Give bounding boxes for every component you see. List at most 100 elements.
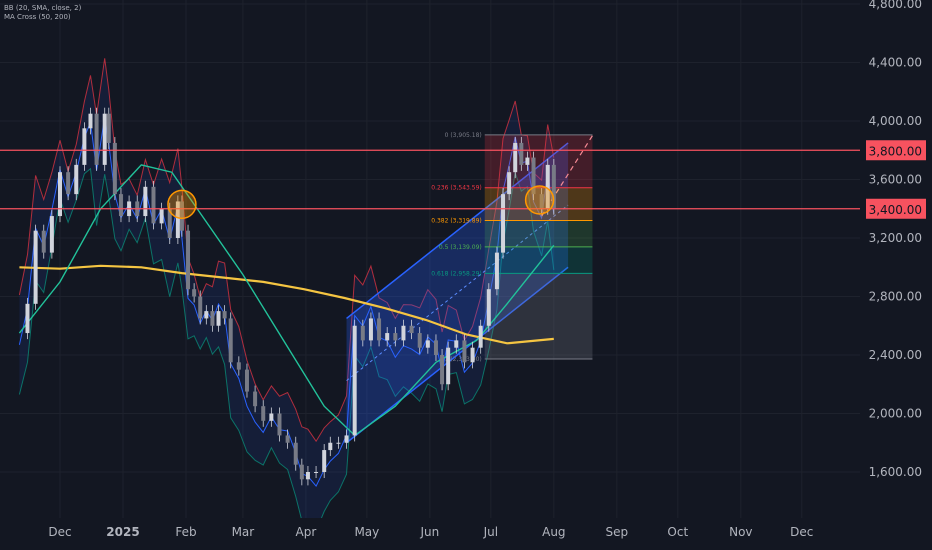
candle-body (507, 172, 512, 195)
candle-body (401, 325, 406, 341)
bb-upper (18, 58, 555, 443)
level-badge (866, 140, 926, 161)
candle-body (545, 164, 550, 209)
candle-body (409, 325, 414, 334)
channel-fill (346, 142, 569, 443)
y-tick-label: 2,000.00 (869, 407, 922, 421)
bb-fill (19, 58, 554, 518)
candle-body (236, 362, 241, 370)
x-tick-label: Apr (296, 525, 317, 539)
candle-body (462, 340, 467, 363)
candle-body (433, 340, 438, 355)
candle-body (486, 289, 491, 326)
candle-body (478, 325, 483, 348)
level-badge-label: 3,400.00 (869, 203, 922, 217)
candle-body (525, 157, 530, 165)
candle-body (425, 340, 430, 348)
candle-body (293, 442, 298, 465)
candle-body (328, 442, 333, 451)
candle-body (551, 164, 556, 209)
candle-body (393, 333, 398, 341)
candle-body (539, 194, 544, 209)
trend-channel (346, 135, 593, 444)
fib-zone (484, 273, 593, 359)
highlight-circle (524, 185, 555, 215)
price-series (25, 107, 556, 486)
candle-body (244, 369, 249, 392)
candle-body (175, 201, 180, 238)
candle-body (179, 201, 184, 231)
y-tick-label: 3,200.00 (869, 231, 922, 245)
x-tick-label: Feb (175, 525, 196, 539)
indicator-legend: BB (20, SMA, close, 2) MA Cross (50, 200… (4, 4, 81, 22)
x-tick-label: Jul (483, 525, 498, 539)
price-axis: 4,800.00 4,400.00 4,000.00 3,600.00 3,200.00… (866, 0, 926, 479)
candle-body (269, 413, 274, 421)
x-tick-label: Sep (606, 525, 629, 539)
y-tick-label: 4,800.00 (869, 0, 922, 11)
projection-line (541, 135, 593, 217)
bb-basis (18, 116, 555, 488)
y-tick-label: 1,600.00 (869, 465, 922, 479)
time-axis: Dec 2025 Feb Mar Apr May Jun Jul Aug Sep Oct Nov Dec (48, 525, 813, 539)
candle-body (322, 450, 327, 472)
y-tick-label: 2,800.00 (869, 290, 922, 304)
candle-body (151, 186, 156, 224)
fib-zone (484, 246, 593, 274)
candle-body (454, 340, 459, 348)
candle-body (102, 113, 107, 165)
resistance-lines (0, 149, 860, 210)
x-tick-label: Mar (232, 525, 255, 539)
legend-bb[interactable]: BB (20, SMA, close, 2) (4, 4, 82, 12)
candle-body (118, 194, 123, 217)
candle-body (204, 311, 209, 319)
candle-body (344, 435, 349, 443)
candle-body (159, 208, 164, 224)
bollinger-bands (18, 58, 555, 518)
candle-body (360, 325, 365, 341)
candle-body (285, 435, 290, 443)
highlight-circle (167, 189, 197, 220)
candle-body (228, 318, 233, 363)
candle-body (198, 296, 203, 319)
x-tick-label: Dec (48, 525, 71, 539)
channel-mid (346, 204, 569, 381)
candle-body (41, 230, 46, 253)
bb-lower (18, 167, 555, 518)
highlight-circles (167, 185, 555, 220)
candle-body (192, 289, 197, 297)
candle-body (352, 325, 357, 436)
y-tick-label: 2,400.00 (869, 348, 922, 362)
candle-body (470, 347, 475, 363)
candle-body (49, 216, 54, 253)
fib-level-label: 0.5 (3,139.09) (439, 244, 482, 251)
candle-body (186, 230, 191, 290)
legend-ma[interactable]: MA Cross (50, 200) (4, 13, 71, 21)
x-tick-label: 2025 (106, 525, 139, 539)
candle-body (446, 347, 451, 385)
x-tick-label: Dec (790, 525, 813, 539)
candle-body (216, 311, 221, 326)
fib-level-label: 0.618 (2,958.29) (431, 270, 481, 277)
fib-level-label: 0.382 (3,319.89) (431, 217, 481, 224)
candle-body (66, 172, 71, 195)
candle-body (377, 318, 382, 341)
channel-upper (346, 142, 569, 320)
candle-body (368, 318, 373, 341)
x-tick-label: Jun (419, 525, 439, 539)
candle-body (143, 186, 148, 217)
channel-lower (346, 266, 569, 444)
candle-body (417, 333, 422, 348)
candle-body (277, 413, 282, 436)
candle-body (305, 472, 310, 480)
candle-body (112, 142, 117, 195)
candle-body (501, 194, 506, 253)
candle-body (440, 355, 445, 385)
candle-body (494, 252, 499, 290)
candle-body (88, 113, 93, 129)
candle-body (519, 142, 524, 165)
grid (0, 0, 860, 518)
x-tick-label: Oct (667, 525, 688, 539)
candle-body (336, 442, 341, 444)
